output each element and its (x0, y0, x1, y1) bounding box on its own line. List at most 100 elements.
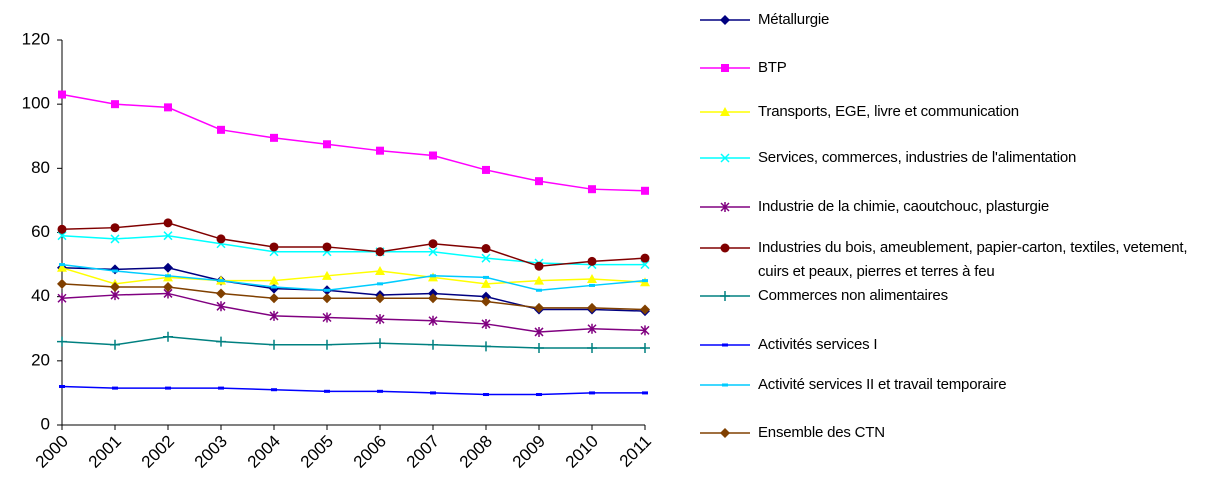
marker (270, 133, 278, 142)
marker (587, 256, 597, 266)
marker (216, 336, 226, 347)
line (61, 292, 646, 333)
legend-label: Métallurgie (758, 11, 830, 28)
marker (269, 339, 279, 350)
marker (536, 393, 542, 397)
marker (720, 107, 730, 116)
marker (587, 343, 597, 353)
x-tick-label: 2009 (509, 432, 549, 472)
marker (720, 291, 730, 301)
marker (322, 242, 332, 252)
marker (269, 242, 279, 252)
marker (481, 253, 491, 263)
marker (640, 325, 650, 336)
marker (322, 312, 332, 323)
marker (375, 293, 385, 304)
marker (163, 282, 173, 293)
marker (642, 279, 648, 283)
marker (641, 186, 649, 195)
marker (481, 341, 491, 352)
y-tick-label: 80 (31, 158, 50, 177)
marker (163, 218, 173, 228)
y-tick-label: 0 (41, 414, 50, 433)
marker (428, 339, 438, 350)
marker (163, 262, 173, 273)
marker (640, 253, 650, 263)
marker (483, 393, 489, 397)
series (57, 218, 650, 271)
marker (722, 343, 728, 347)
legend-label: Ensemble des CTN (758, 424, 885, 441)
marker (111, 100, 119, 109)
marker (110, 234, 120, 244)
series (57, 278, 650, 315)
y-tick-label: 40 (31, 286, 50, 305)
marker (483, 275, 489, 279)
marker (110, 264, 120, 275)
marker (428, 247, 438, 257)
marker (720, 153, 730, 163)
marker (322, 293, 332, 304)
marker (428, 293, 438, 304)
marker (271, 285, 277, 289)
line (61, 263, 646, 292)
marker (271, 388, 277, 392)
marker (481, 244, 491, 254)
marker (376, 146, 384, 155)
marker (720, 243, 730, 253)
marker (110, 282, 120, 293)
marker (534, 343, 544, 353)
marker (428, 239, 438, 249)
marker (534, 275, 544, 285)
y-tick-label: 20 (31, 350, 50, 369)
marker (218, 279, 224, 283)
marker (720, 202, 730, 212)
x-tick-label: 2006 (350, 432, 390, 472)
x-tick-label: 2002 (138, 432, 178, 472)
line (61, 336, 645, 349)
marker (57, 231, 67, 241)
marker (217, 125, 225, 134)
marker (429, 151, 437, 160)
marker (59, 385, 65, 388)
legend-label: BTP (758, 59, 787, 76)
marker (430, 391, 436, 395)
line (61, 234, 645, 266)
marker (640, 260, 650, 270)
legend-label: Activité services II et travail temporai… (758, 376, 1007, 393)
line (61, 267, 646, 312)
marker (428, 315, 438, 326)
marker (375, 247, 385, 257)
marker (534, 302, 544, 313)
y-tick-label: 60 (31, 222, 50, 241)
marker (588, 185, 596, 194)
line (61, 267, 646, 285)
marker (481, 278, 491, 288)
legend-label: Industries du bois, ameublement, papier-… (758, 239, 1188, 280)
marker (720, 15, 730, 25)
marker (57, 262, 67, 272)
marker (535, 177, 543, 186)
marker (110, 339, 120, 350)
marker (269, 275, 279, 285)
marker (216, 288, 226, 299)
line (61, 283, 646, 311)
marker (640, 343, 650, 353)
marker (163, 331, 173, 342)
x-tick-label: 2007 (403, 432, 443, 472)
marker (165, 274, 171, 278)
line (61, 93, 646, 192)
marker (587, 302, 597, 313)
marker (589, 391, 595, 395)
marker (57, 278, 67, 289)
series (57, 262, 650, 288)
marker (57, 224, 67, 234)
marker (587, 323, 597, 334)
series (59, 385, 648, 397)
legend-label: Transports, EGE, livre et communication (758, 103, 1019, 120)
legend-label: Commerces non alimentaires (758, 287, 948, 304)
series (57, 288, 650, 337)
x-tick-label: 2011 (616, 432, 655, 471)
x-tick-label: 2008 (456, 432, 496, 472)
